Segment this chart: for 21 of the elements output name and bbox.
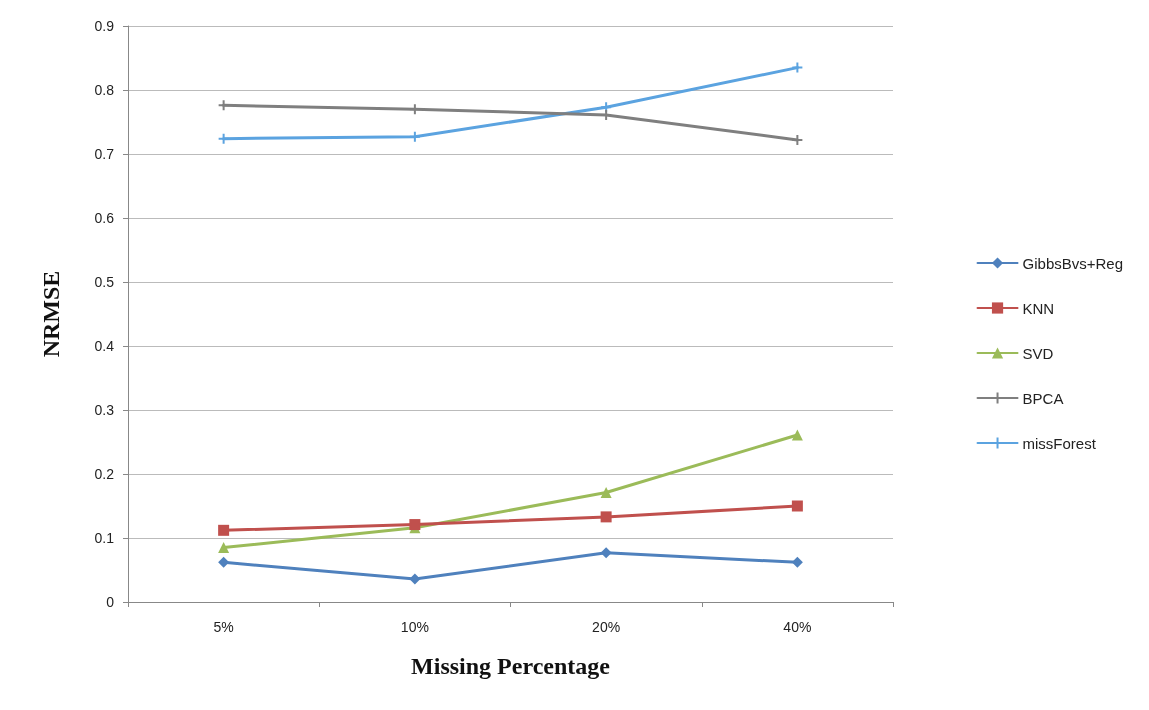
x-tick-label: 10% — [400, 619, 429, 635]
y-tick-label: 0.9 — [94, 18, 115, 34]
y-tick-label: 0.2 — [94, 466, 115, 482]
y-tick-label: 0.6 — [94, 210, 115, 226]
legend-label: BPCA — [1022, 389, 1064, 407]
legend-label: GibbsBvs+Reg — [1022, 254, 1123, 272]
y-axis-title: NRMSE — [38, 270, 64, 358]
y-tick-label: 0 — [106, 594, 115, 610]
y-tick-label: 0.3 — [94, 402, 115, 418]
legend-label: missForest — [1022, 434, 1097, 452]
legend-label: SVD — [1022, 344, 1054, 362]
legend-label: KNN — [1022, 299, 1055, 317]
y-tick-label: 0.8 — [94, 82, 115, 98]
y-tick-label: 0.1 — [94, 530, 115, 546]
x-tick-label: 20% — [592, 619, 621, 635]
y-tick-label: 0.5 — [94, 274, 115, 290]
x-tick-label: 40% — [783, 619, 812, 635]
x-axis-title: Missing Percentage — [411, 653, 611, 679]
y-tick-label: 0.7 — [94, 146, 115, 162]
y-tick-label: 0.4 — [94, 338, 115, 354]
x-tick-label: 5% — [213, 619, 234, 635]
